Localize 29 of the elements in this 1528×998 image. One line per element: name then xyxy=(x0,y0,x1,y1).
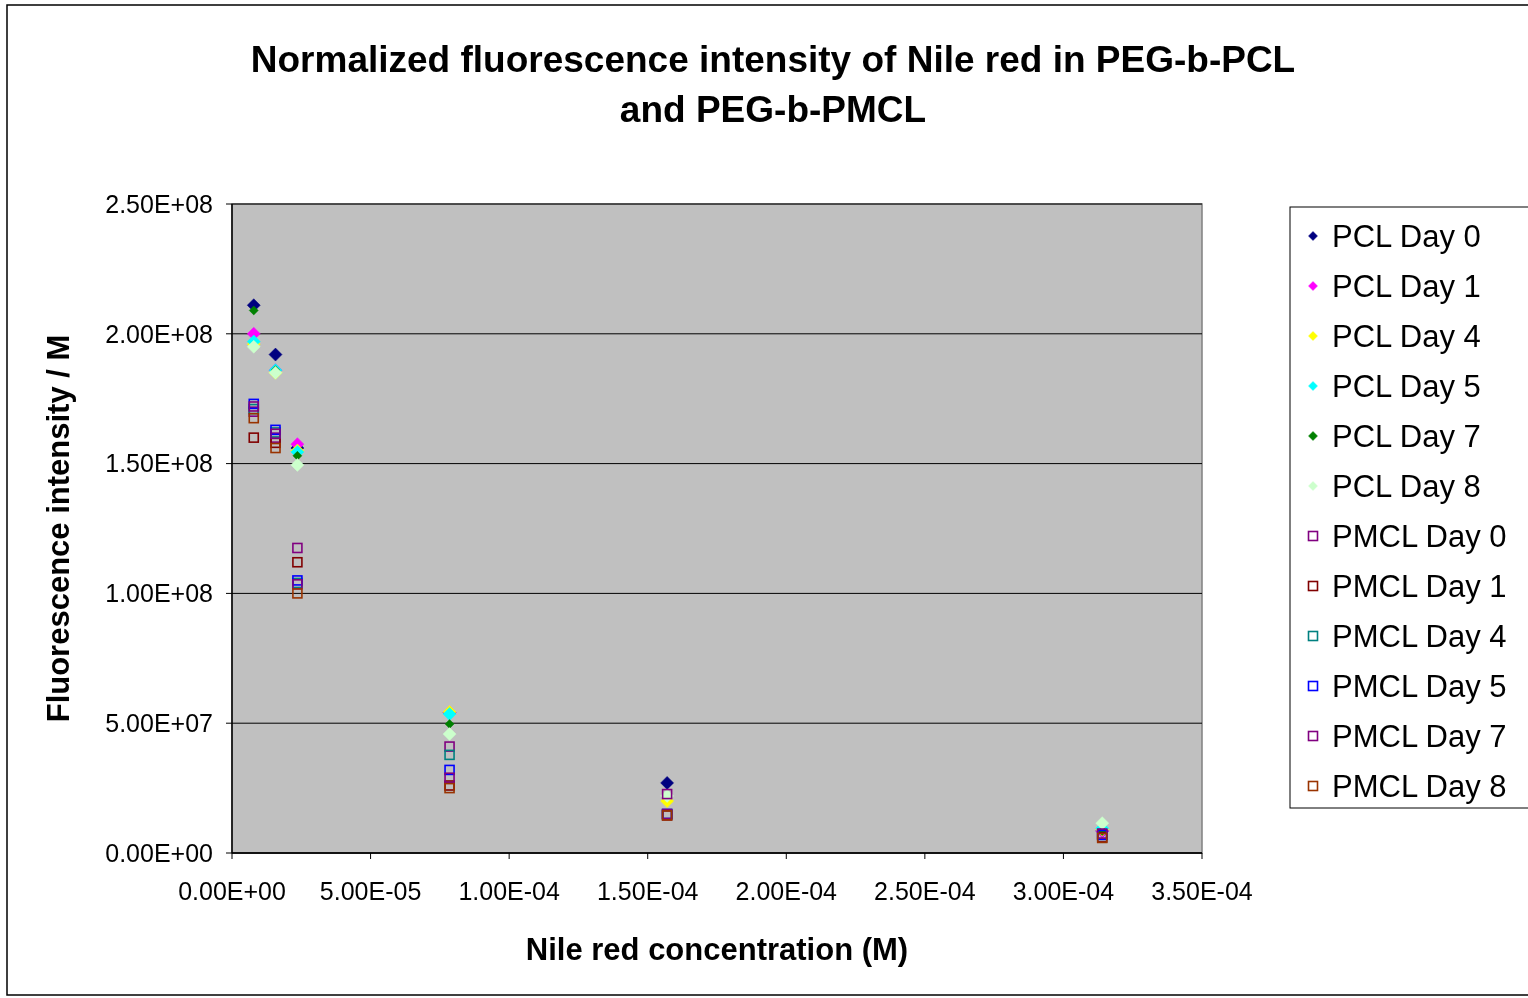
legend-label: PCL Day 1 xyxy=(1332,268,1481,304)
x-tick-label: 3.00E-04 xyxy=(1012,877,1115,905)
legend-label: PMCL Day 4 xyxy=(1332,618,1507,654)
y-axis-title: Fluorescence intensity / M xyxy=(41,334,76,723)
y-tick-label: 1.00E+08 xyxy=(105,579,213,608)
y-tick-label: 2.00E+08 xyxy=(105,319,213,348)
legend-label: PCL Day 7 xyxy=(1332,418,1481,454)
chart-title: Normalized fluorescence intensity of Nile red in PEG-b-PCL and PEG-b-PMCL xyxy=(250,39,1296,130)
x-tick-label: 2.50E-04 xyxy=(874,877,976,905)
legend-label: PMCL Day 8 xyxy=(1332,768,1507,804)
legend-label: PCL Day 5 xyxy=(1332,368,1481,404)
x-tick-label: 1.00E-04 xyxy=(458,877,560,905)
y-tick-label: 5.00E+07 xyxy=(105,708,213,737)
legend-label: PMCL Day 0 xyxy=(1332,518,1507,554)
x-axis-title: Nile red concentration (M) xyxy=(525,932,909,967)
legend-label: PCL Day 4 xyxy=(1332,318,1481,354)
y-tick-label: 1.50E+08 xyxy=(105,449,213,478)
legend-label: PCL Day 0 xyxy=(1332,218,1481,254)
legend-label: PCL Day 8 xyxy=(1332,468,1481,504)
x-tick-label: 5.00E-05 xyxy=(319,877,422,905)
y-tick-label: 0.00E+00 xyxy=(105,838,213,867)
y-tick-label: 2.50E+08 xyxy=(105,189,213,218)
x-tick-label: 1.50E-04 xyxy=(596,877,699,905)
x-tick-label: 2.00E-04 xyxy=(735,877,838,905)
x-tick-label: 3.50E-04 xyxy=(1151,877,1253,905)
x-tick-label: 0.00E+00 xyxy=(178,877,286,905)
legend-label: PMCL Day 7 xyxy=(1332,718,1507,754)
legend-label: PMCL Day 5 xyxy=(1332,668,1507,704)
legend-label: PMCL Day 1 xyxy=(1332,568,1507,604)
